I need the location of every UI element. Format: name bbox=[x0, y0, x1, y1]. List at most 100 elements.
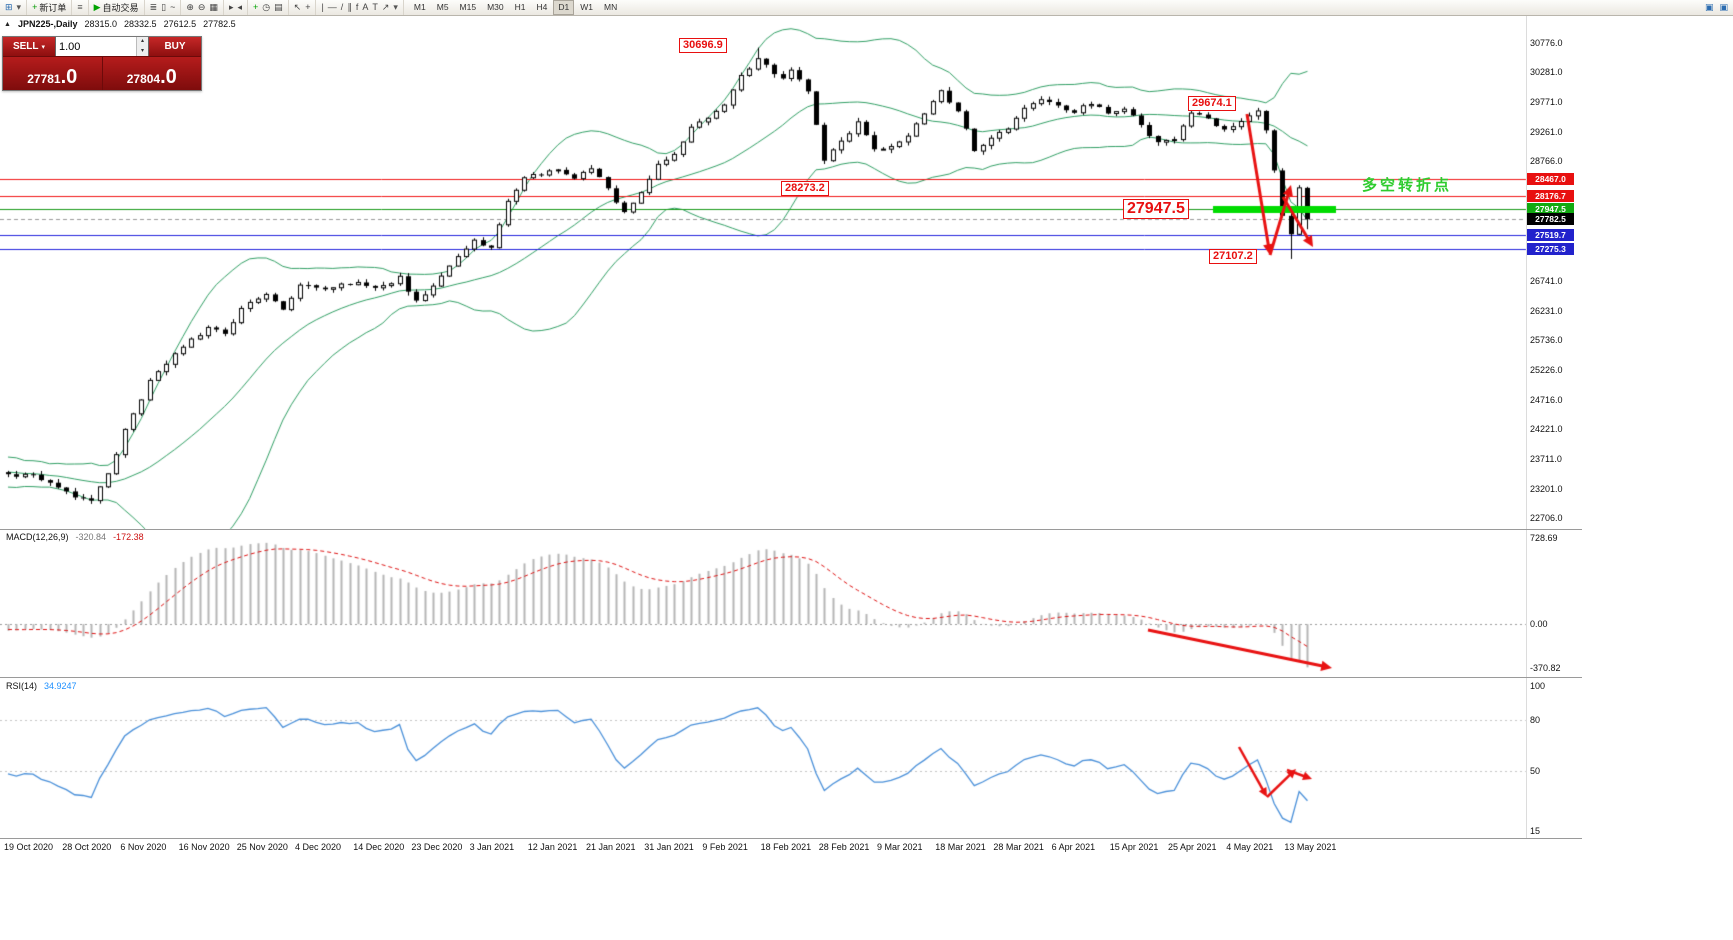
new-order-button-label: 新订单 bbox=[39, 3, 67, 13]
tile-windows-icon: ▦ bbox=[209, 2, 218, 12]
timeframe-m15-button[interactable]: M15 bbox=[459, 2, 477, 12]
auto-trading-button[interactable]: ▶ 自动交易 bbox=[92, 1, 141, 14]
zoom-out-icon: ⊖ bbox=[197, 2, 206, 12]
volume-input[interactable] bbox=[56, 37, 136, 56]
price-axis-separator bbox=[1526, 16, 1527, 838]
trendline-icon[interactable]: / bbox=[339, 1, 346, 14]
buy-price[interactable]: 27804 .0 bbox=[102, 57, 201, 90]
sell-button[interactable]: SELL ▾ bbox=[3, 37, 55, 56]
time-axis[interactable] bbox=[0, 839, 1526, 856]
buy-price-main: 27804 bbox=[126, 72, 161, 86]
indicators-icon[interactable]: + bbox=[251, 1, 260, 14]
candlestick-chart-icon: ▯ bbox=[161, 2, 167, 12]
new-chart-icon[interactable]: ⊞ bbox=[3, 1, 15, 14]
symbol-ohlc-line: ▲ JPN225-,Daily 28315.0 28332.5 27612.5 … bbox=[4, 19, 236, 29]
one-click-toggle-icon[interactable]: ▲ bbox=[4, 20, 11, 28]
bar-chart-icon[interactable]: ≣ bbox=[148, 1, 160, 14]
timeframe-h1-button[interactable]: H1 bbox=[514, 2, 526, 12]
line-chart-icon[interactable]: ~ bbox=[168, 1, 177, 14]
new-order-button: + bbox=[32, 2, 38, 12]
ohlc-high: 28332.5 bbox=[124, 19, 157, 29]
indicators-icon: + bbox=[253, 2, 259, 12]
macd-name: MACD(12,26,9) bbox=[6, 532, 69, 542]
toolbar-group: ⊕ ⊖ ▦ bbox=[181, 0, 224, 15]
new-chart-dropdown-icon[interactable]: ▾ bbox=[15, 1, 24, 14]
bar-chart-icon: ≣ bbox=[149, 2, 158, 12]
symbol-name: JPN225-,Daily bbox=[17, 19, 78, 29]
profiles-icon[interactable]: ≡ bbox=[75, 1, 84, 14]
auto-scroll-icon: ▸ bbox=[228, 2, 234, 12]
toolbar-group: ≡ bbox=[72, 0, 89, 15]
new-order-button[interactable]: + 新订单 bbox=[30, 1, 68, 14]
crosshair-icon: + bbox=[305, 2, 311, 12]
macd-value-signal: -172.38 bbox=[113, 532, 144, 542]
timeframe-mn-button[interactable]: MN bbox=[604, 2, 618, 12]
crosshair-icon[interactable]: + bbox=[303, 1, 312, 14]
new-chart-icon: ⊞ bbox=[5, 2, 13, 12]
buy-button[interactable]: BUY bbox=[149, 37, 201, 56]
sell-price-frac: .0 bbox=[60, 66, 78, 88]
zoom-in-icon: ⊕ bbox=[186, 2, 194, 12]
periods-icon[interactable]: ◷ bbox=[260, 1, 272, 14]
dock-chart-icon[interactable]: ▣ bbox=[1703, 1, 1716, 14]
one-click-trading-panel: SELL ▾ ▴ ▾ BUY 27781 .0 27804 .0 bbox=[2, 36, 202, 91]
timeframe-bar: M1 M5 M15 M30 H1 H4 D1 W1 MN bbox=[404, 0, 627, 15]
label-icon: T bbox=[372, 2, 378, 12]
timeframe-m30-button[interactable]: M30 bbox=[487, 2, 504, 12]
macd-value-main: -320.84 bbox=[75, 532, 107, 542]
auto-scroll-icon[interactable]: ▸ bbox=[227, 1, 236, 14]
fibonacci-icon: f bbox=[355, 2, 359, 12]
timeframe-h4-button[interactable]: H4 bbox=[536, 2, 548, 12]
fibonacci-icon[interactable]: f bbox=[354, 1, 361, 14]
ohlc-open: 28315.0 bbox=[84, 19, 118, 29]
text-icon[interactable]: A bbox=[360, 1, 370, 14]
sell-price-main: 27781 bbox=[27, 72, 61, 86]
timeframe-w1-button[interactable]: W1 bbox=[580, 2, 594, 12]
turning-point-note[interactable]: 多空转折点 bbox=[1362, 177, 1453, 194]
cursor-icon[interactable]: ↖ bbox=[292, 1, 304, 14]
arrows-icon[interactable]: ↗ bbox=[380, 1, 392, 14]
channel-icon: ∥ bbox=[347, 2, 352, 12]
toolbar-group: ↖ + bbox=[289, 0, 317, 15]
label-icon[interactable]: T bbox=[370, 1, 380, 14]
popup-chart-icon[interactable]: ▣ bbox=[1717, 1, 1730, 14]
text-icon: A bbox=[362, 2, 369, 12]
toolbar-right: ▣ ▣ bbox=[1703, 1, 1733, 14]
vertical-line-icon: | bbox=[321, 2, 324, 12]
toolbar-group: ≣ ▯ ~ bbox=[145, 0, 182, 15]
toolbar-group: | — / ∥ f A T ↗ ▾ bbox=[316, 0, 404, 15]
zoom-in-icon[interactable]: ⊕ bbox=[184, 1, 196, 14]
chart-shift-icon[interactable]: ◂ bbox=[235, 1, 244, 14]
toolbar-group: + ◷ ▤ bbox=[248, 0, 289, 15]
templates-icon[interactable]: ▤ bbox=[272, 1, 285, 14]
channel-icon[interactable]: ∥ bbox=[345, 1, 354, 14]
auto-trading-button: ▶ bbox=[93, 2, 101, 12]
toolbar-group: ⊞ ▾ bbox=[0, 0, 28, 15]
vertical-line-icon[interactable]: | bbox=[319, 1, 325, 14]
periods-icon: ◷ bbox=[262, 2, 271, 12]
volume-increase-icon[interactable]: ▴ bbox=[137, 37, 148, 47]
price-axis[interactable] bbox=[1526, 16, 1584, 838]
volume-decrease-icon[interactable]: ▾ bbox=[137, 46, 148, 56]
sell-price[interactable]: 27781 .0 bbox=[3, 57, 103, 90]
tile-windows-icon[interactable]: ▦ bbox=[207, 1, 220, 14]
toolbar-group: ▶ 自动交易 bbox=[89, 0, 145, 15]
macd-panel-divider[interactable] bbox=[0, 529, 1582, 530]
time-axis-divider bbox=[0, 838, 1582, 839]
rsi-panel-divider[interactable] bbox=[0, 677, 1582, 678]
zoom-out-icon[interactable]: ⊖ bbox=[196, 1, 208, 14]
timeframe-m1-button[interactable]: M1 bbox=[413, 2, 426, 12]
timeframe-d1-button[interactable]: D1 bbox=[553, 0, 575, 15]
timeframe-m5-button[interactable]: M5 bbox=[436, 2, 449, 12]
toolbar-group: + 新订单 bbox=[27, 0, 73, 15]
rsi-label: RSI(14) 34.9247 bbox=[6, 681, 77, 691]
objects-dropdown-icon[interactable]: ▾ bbox=[391, 1, 400, 14]
candlestick-chart-icon[interactable]: ▯ bbox=[159, 1, 168, 14]
volume-field: ▴ ▾ bbox=[55, 37, 149, 56]
horizontal-line-icon[interactable]: — bbox=[326, 1, 339, 14]
ohlc-low: 27612.5 bbox=[163, 19, 197, 29]
objects-dropdown-icon: ▾ bbox=[393, 2, 398, 12]
sell-caret-icon: ▾ bbox=[41, 43, 46, 51]
